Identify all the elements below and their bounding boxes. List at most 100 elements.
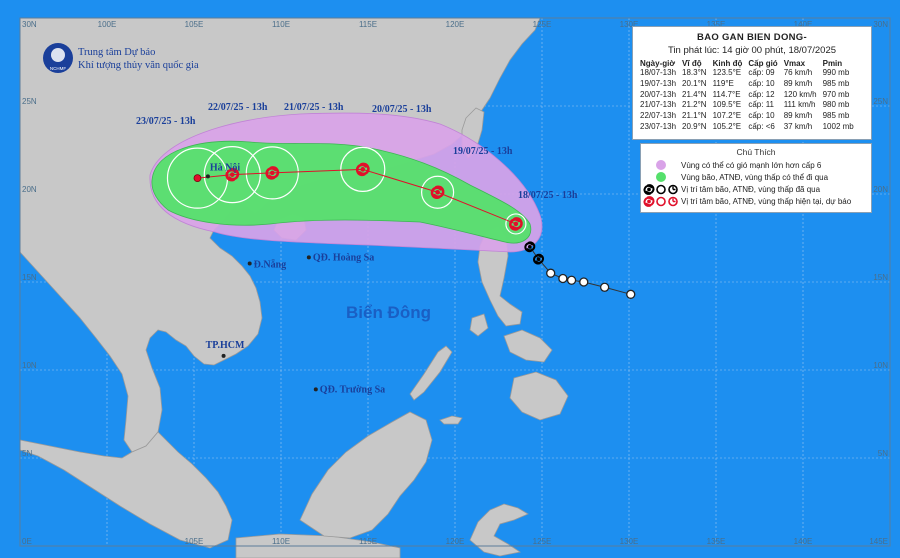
past-position-marker (566, 275, 577, 285)
forecast-cell-pmin: 970 mb (822, 89, 850, 99)
forecast-label-18: 18/07/25 - 13h (518, 190, 578, 201)
lon-tick-top: 120E (446, 20, 465, 29)
past-position-marker (599, 282, 610, 292)
forecast-cell-time: 21/07-13h (640, 100, 677, 110)
forecast-cell-pmin: 990 mb (822, 68, 850, 77)
forecast-cell-vmax: 76 km/h (783, 68, 813, 77)
lon-tick-top: 140E (794, 20, 813, 29)
lon-tick-bottom: 120E (446, 537, 465, 546)
legend-item-label: Vị trí tâm bão, ATNĐ, vùng thấp đã qua (681, 184, 821, 194)
forecast-cell-level: cấp: 10 (748, 111, 775, 121)
forecast-cell-pmin: 985 mb (822, 111, 850, 121)
forecast-cell-lat: 21.1°N (682, 111, 707, 121)
lat-tick-right: 5N (878, 449, 888, 458)
forecast-cell-time: 19/07-13h (640, 78, 677, 88)
corner-bottom-left: 0E (22, 537, 32, 546)
past-position-marker (558, 273, 568, 284)
legend-item-past: Vị trí tâm bão, ATNĐ, vùng thấp đã qua (641, 183, 871, 195)
forecast-table: Ngày-giờ Vĩ độ Kinh độ Cấp gió Vmax Pmin… (637, 59, 857, 133)
forecast-label-21: 21/07/25 - 13h (284, 102, 344, 113)
legend-item-current: Vị trí tâm bão, ATNĐ, vùng thấp hiện tại… (641, 195, 871, 207)
land-mindanao (509, 371, 569, 421)
forecast-table-body: 18/07-13h 18.3°N 123.5°E cấp: 09 76 km/h 990 … (637, 68, 857, 133)
land-visayas (503, 329, 553, 363)
place-dot (221, 353, 226, 358)
place-label: Đ.Nẵng (254, 260, 287, 271)
forecast-cell-pmin: 1002 mb (822, 121, 854, 131)
forecast-cell-lon: 105.2°E (712, 121, 742, 131)
forecast-cell-lat: 20.9°N (682, 121, 707, 131)
forecast-cell-time: 18/07-13h (640, 68, 677, 77)
lon-tick-top: 135E (707, 20, 726, 29)
forecast-cell-vmax: 89 km/h (783, 78, 813, 88)
legend-item-label: Vị trí tâm bão, ATNĐ, vùng thấp hiện tại… (681, 196, 852, 206)
land-sulawesi (469, 503, 529, 557)
forecast-cell-vmax: 89 km/h (783, 111, 813, 121)
past-position-marker (579, 277, 589, 287)
past-position-marker (626, 289, 636, 299)
logo-inner (51, 48, 65, 62)
lon-tick-bottom: 110E (272, 537, 290, 546)
col-vmax: Vmax (783, 59, 806, 68)
forecast-cell-lon: 119°E (712, 78, 734, 88)
lat-tick-left: 20N (22, 185, 37, 194)
storm-tracks (193, 162, 636, 299)
lat-tick-left: 15N (22, 273, 37, 282)
legend-past-symbols-icon (643, 183, 678, 195)
issued-time: Tin phát lúc: 14 giờ 00 phút, 18/07/2025 (667, 45, 837, 56)
legend-box: Chú Thích Vùng có thể có gió mạnh lớn hơ… (640, 143, 872, 213)
forecast-info-box: BAO GAN BIEN DONG- Tin phát lúc: 14 giờ … (632, 26, 872, 140)
forecast-circle (245, 146, 299, 200)
forecast-row: 18/07-13h 18.3°N 123.5°E cấp: 09 76 km/h 990 … (637, 68, 857, 79)
col-lon: Kinh độ (712, 59, 743, 68)
places: Hà Nội Đ.Nẵng QĐ. Hoàng Sa TP.HCM QĐ. Trường… (206, 162, 386, 395)
forecast-table-header: Ngày-giờ Vĩ độ Kinh độ Cấp gió Vmax Pmin (637, 59, 857, 68)
forecast-circle (505, 213, 527, 235)
forecast-circle (203, 146, 261, 204)
map-frame (19, 17, 891, 547)
legend-current-symbols-icon (643, 195, 678, 207)
land-malay-sumatra (19, 431, 233, 549)
lat-tick-left: 10N (22, 361, 37, 370)
forecast-cell-level: cấp: 11 (748, 100, 775, 110)
forecast-row: 19/07-13h 20.1°N 119°E cấp: 10 89 km/h 985 mb (637, 79, 857, 90)
lon-tick-bottom: 105E (185, 537, 204, 546)
lon-tick-bottom: 125E (533, 537, 552, 546)
corner-bottom-right: 145E (869, 537, 888, 546)
forecast-cell-time: 23/07-13h (640, 121, 677, 131)
legend-item-zone: Vùng bão, ATNĐ, vùng thấp có thể đi qua (641, 171, 871, 183)
lon-tick-top: 130E (620, 20, 639, 29)
forecast-cell-lon: 109.5°E (712, 100, 742, 110)
lat-tick-left: 25N (22, 97, 37, 106)
forecast-row: 20/07-13h 21.4°N 114.7°E cấp: 12 120 km/h 970… (637, 90, 857, 101)
lon-tick-top: 115E (359, 20, 377, 29)
lon-tick-top: 125E (533, 20, 552, 29)
forecast-cell-level: cấp: 09 (748, 68, 775, 77)
place-label: QĐ. Hoàng Sa (313, 252, 374, 263)
forecast-label-19: 19/07/25 - 13h (453, 146, 513, 157)
lat-tick-left: 5N (22, 449, 32, 458)
lon-tick-bottom: 135E (707, 537, 726, 546)
lat-tick-right: 20N (873, 185, 888, 194)
legend-item-wind: Vùng có thể có gió mạnh lớn hơn cấp 6 (641, 159, 871, 171)
organization-block: NCHMF Trung tâm Dự báo Khí tượng thủy vă… (43, 43, 199, 73)
lon-tick-top: 110E (272, 20, 290, 29)
lon-tick-bottom: 115E (359, 537, 377, 546)
forecast-row: 22/07-13h 21.1°N 107.2°E cấp: 10 89 km/h 985 … (637, 111, 857, 122)
forecast-row: 21/07-13h 21.2°N 109.5°E cấp: 11 111 km/h 980… (637, 100, 857, 111)
forecast-cell-lon: 107.2°E (712, 111, 742, 121)
col-lat: Vĩ độ (682, 59, 702, 68)
lat-tick-right: 15N (873, 273, 888, 282)
place-dot (247, 261, 252, 266)
past-position-marker (546, 268, 556, 278)
forecast-cell-time: 22/07-13h (640, 111, 677, 121)
forecast-label-22: 22/07/25 - 13h (208, 102, 268, 113)
forecast-cell-lat: 21.4°N (682, 89, 707, 99)
forecast-cell-time: 20/07-13h (640, 89, 677, 99)
col-pmin: Pmin (822, 59, 843, 68)
place-dot (205, 174, 210, 179)
legend-item-label: Vùng bão, ATNĐ, vùng thấp có thể đi qua (681, 172, 829, 182)
forecast-cell-lat: 20.1°N (682, 78, 707, 88)
lon-tick-top: 100E (98, 20, 117, 29)
land-sulu (439, 415, 463, 425)
